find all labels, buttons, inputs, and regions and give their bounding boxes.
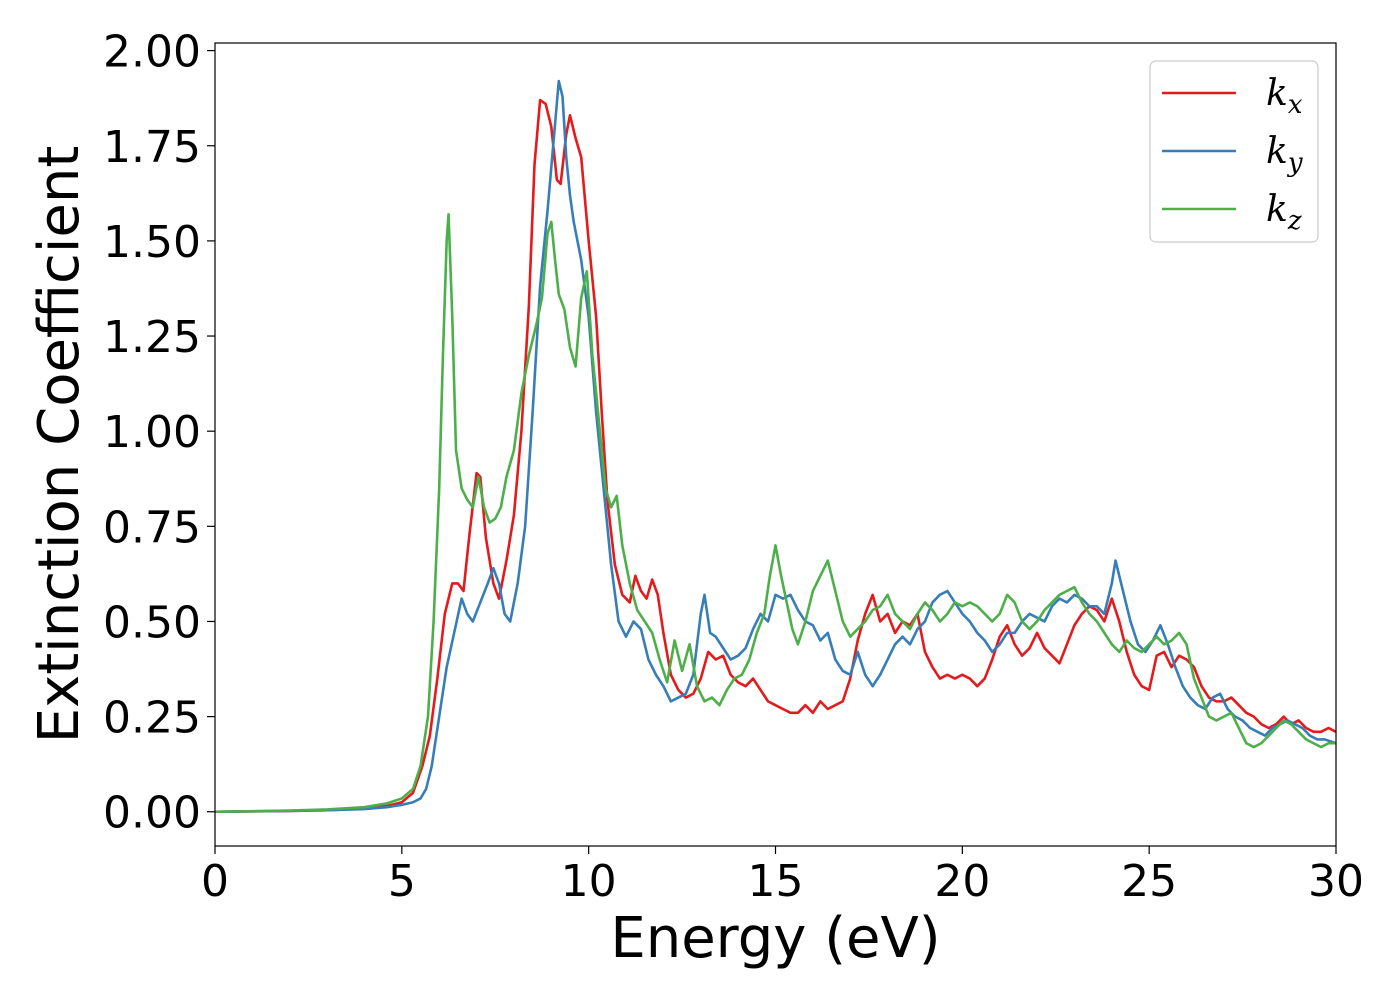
plot-lines xyxy=(215,79,1336,814)
y-tick-label: 1.75 xyxy=(103,122,201,173)
y-tick-label: 0.25 xyxy=(103,693,201,744)
legend-label-k-x: kx xyxy=(1266,73,1303,120)
y-tick-label: 0.00 xyxy=(103,788,201,839)
series-line-k-z xyxy=(215,212,1336,814)
legend-label-subscript: z xyxy=(1287,206,1302,236)
series-line-k-x xyxy=(215,98,1336,814)
legend-label-subscript: x xyxy=(1288,90,1303,120)
legend-label-subscript: y xyxy=(1287,148,1303,178)
x-tick-label: 5 xyxy=(388,856,416,907)
legend-label-base: k xyxy=(1266,73,1288,114)
y-tick-label: 2.00 xyxy=(103,27,201,78)
legend-label-k-z: kz xyxy=(1266,189,1302,236)
x-tick-label: 25 xyxy=(1121,856,1177,907)
x-tick-label: 20 xyxy=(934,856,990,907)
legend-label-k-y: ky xyxy=(1266,131,1303,178)
y-tick-label: 1.00 xyxy=(103,407,201,458)
series-line-k-y xyxy=(215,79,1336,814)
x-tick-label: 15 xyxy=(748,856,804,907)
legend-label-base: k xyxy=(1266,131,1288,172)
x-tick-label: 10 xyxy=(561,856,617,907)
x-tick-label: 30 xyxy=(1308,856,1364,907)
x-tick-label: 0 xyxy=(201,856,229,907)
y-tick-label: 0.50 xyxy=(103,597,201,648)
y-tick-label: 1.50 xyxy=(103,217,201,268)
y-tick-label: 1.25 xyxy=(103,312,201,363)
y-axis-ticks: 0.00 0.25 0.50 0.75 1.00 1.25 1.50 1.75 2.00 xyxy=(103,27,215,839)
y-tick-label: 0.75 xyxy=(103,502,201,553)
x-axis-ticks: 0 5 10 15 20 25 30 xyxy=(201,846,1364,907)
x-axis-label: Energy (eV) xyxy=(610,906,940,971)
legend-label-base: k xyxy=(1266,189,1288,230)
y-axis-label: Extinction Coefficient xyxy=(27,146,92,744)
